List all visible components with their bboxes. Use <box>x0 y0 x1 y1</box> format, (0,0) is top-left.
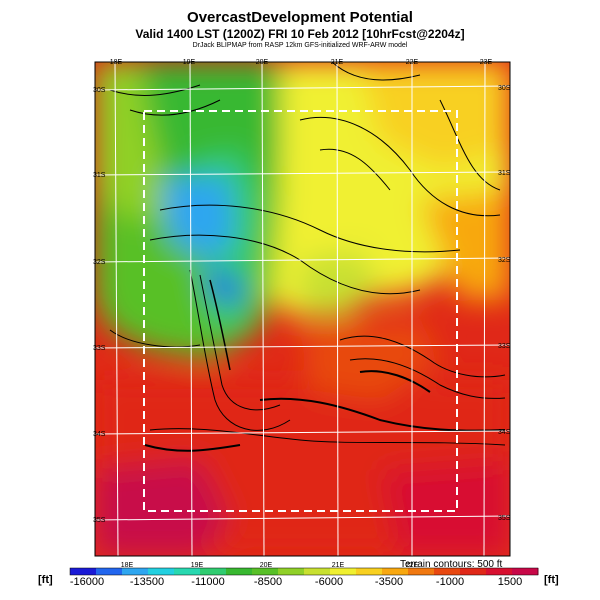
lat-lon-grid <box>94 61 511 557</box>
colorbar-swatch <box>356 568 383 575</box>
map-frame <box>94 61 511 557</box>
lat-label-left: 32S <box>93 259 106 266</box>
colorbar-swatch <box>70 568 97 575</box>
lat-label-right: 33S <box>498 343 511 350</box>
lat-label-left: 33S <box>93 345 106 352</box>
colorbar-swatch <box>408 568 435 575</box>
colorbar <box>69 567 539 576</box>
domain-boundary <box>143 110 458 512</box>
lon-label-top: 22E <box>406 59 419 66</box>
colorbar-swatch <box>330 568 357 575</box>
lon-label-bottom: 21E <box>332 562 345 569</box>
map-title: OvercastDevelopment Potential <box>187 9 413 26</box>
colorbar-swatch <box>460 568 487 575</box>
colorbar-tick-label: -1000 <box>435 576 465 588</box>
map-subtitle: Valid 1400 LST (1200Z) FRI 10 Feb 2012 [… <box>135 27 465 41</box>
colorbar-swatch <box>304 568 331 575</box>
lon-label-top: 20E <box>256 59 269 66</box>
colorbar-swatch <box>382 568 409 575</box>
lat-label-left: 30S <box>93 87 106 94</box>
lat-label-right: 32S <box>498 257 511 264</box>
lat-label-left: 35S <box>93 517 106 524</box>
colorbar-tick-label: -13500 <box>129 576 165 588</box>
colorbar-tick-label: 1500 <box>497 576 523 588</box>
lat-label-left: 34S <box>93 431 106 438</box>
lon-label-bottom: 20E <box>260 562 273 569</box>
colorbar-tick-label: -11000 <box>191 576 225 588</box>
lat-label-right: 34S <box>498 429 511 436</box>
lon-label-bottom: 18E <box>121 562 134 569</box>
lon-label-top: 18E <box>110 59 123 66</box>
colorbar-tick-label: -6000 <box>314 576 344 588</box>
map-credit: DrJack BLIPMAP from RASP 12km GFS-initia… <box>192 42 408 49</box>
colorbar-tick-label: -3500 <box>374 576 404 588</box>
lon-label-top: 23E <box>480 59 493 66</box>
colorbar-swatch <box>148 568 175 575</box>
colorbar-unit-left: [ft] <box>38 574 53 586</box>
colorbar-swatch <box>200 568 227 575</box>
colorbar-tick-label: -16000 <box>69 576 105 588</box>
lon-label-top: 19E <box>183 59 196 66</box>
colorbar-swatch <box>226 568 253 575</box>
colorbar-swatch <box>252 568 279 575</box>
colorbar-swatch <box>486 568 513 575</box>
colorbar-swatch <box>122 568 149 575</box>
lat-label-right: 35S <box>498 515 511 522</box>
lon-label-bottom: 19E <box>191 562 204 569</box>
colorbar-swatch <box>434 568 461 575</box>
colorbar-swatch <box>174 568 201 575</box>
lat-label-left: 31S <box>93 172 106 179</box>
lat-label-right: 30S <box>498 85 511 92</box>
colorbar-tick-label: -8500 <box>253 576 283 588</box>
lon-label-bottom: 22E <box>406 562 419 569</box>
colorbar-swatch <box>96 568 123 575</box>
lat-label-right: 31S <box>498 170 511 177</box>
color-field <box>95 62 510 556</box>
colorbar-frame <box>69 567 539 576</box>
colorbar-swatch <box>278 568 305 575</box>
colorbar-unit-right: [ft] <box>544 574 559 586</box>
colorbar-swatch <box>512 568 539 575</box>
lon-label-top: 21E <box>331 59 344 66</box>
terrain-note: Terrain contours: 500 ft <box>400 559 503 570</box>
